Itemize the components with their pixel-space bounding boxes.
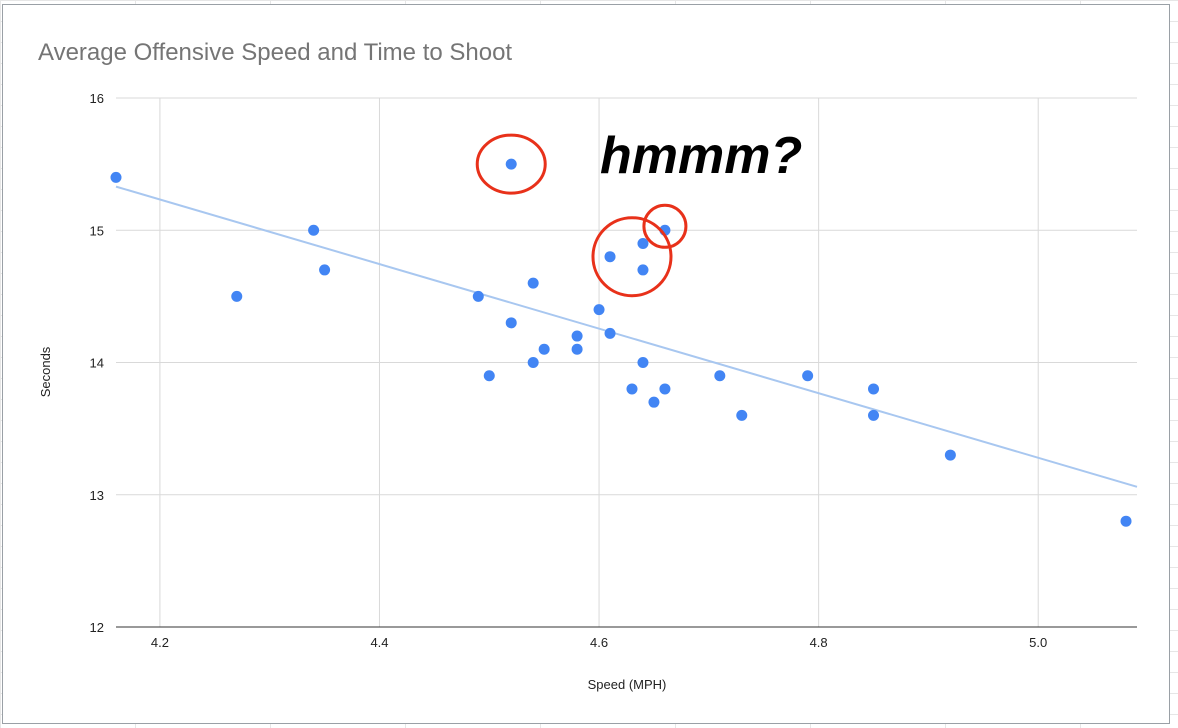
data-point	[637, 237, 649, 249]
x-tick-label: 4.8	[810, 635, 828, 650]
data-point	[944, 449, 956, 461]
data-point	[538, 343, 550, 355]
highlight-circle	[591, 216, 673, 298]
highlight-circle	[475, 133, 547, 195]
annotation-text: hmmm?	[600, 127, 802, 185]
data-point	[637, 264, 649, 276]
data-points	[110, 158, 1132, 527]
y-axis-label: Seconds	[38, 346, 53, 397]
data-point	[505, 158, 517, 170]
data-point	[571, 330, 583, 342]
chart-card[interactable]	[2, 4, 1170, 724]
data-point	[527, 357, 539, 368]
data-point	[593, 304, 605, 316]
data-point	[319, 264, 331, 276]
data-point	[736, 409, 748, 421]
highlight-circles	[475, 133, 688, 298]
data-point	[483, 370, 495, 382]
data-point	[110, 171, 122, 183]
highlight-circle	[642, 203, 688, 249]
y-tick-label: 12	[90, 620, 104, 635]
data-point	[868, 409, 880, 421]
x-tick-label: 5.0	[1029, 635, 1047, 650]
y-tick-label: 15	[90, 223, 104, 238]
tick-labels: 4.2 4.4 4.6 4.8 5.0 12 13 14 15 16	[90, 91, 1048, 650]
data-point	[308, 224, 320, 236]
grid-lines	[116, 97, 1137, 628]
data-point	[604, 251, 616, 263]
trendline	[115, 185, 1138, 488]
data-point	[527, 277, 539, 289]
x-tick-label: 4.4	[370, 635, 388, 650]
y-tick-label: 13	[90, 488, 104, 503]
data-point	[505, 317, 517, 329]
data-point	[868, 383, 880, 395]
x-tick-label: 4.2	[151, 635, 169, 650]
data-point	[604, 327, 616, 339]
data-point	[1120, 515, 1132, 527]
data-point	[472, 290, 484, 302]
data-point	[802, 370, 814, 382]
y-tick-label: 14	[90, 356, 104, 371]
trendline-layer	[115, 185, 1138, 488]
y-tick-label: 16	[90, 91, 104, 106]
chart-title: Average Offensive Speed and Time to Shoo…	[38, 39, 512, 66]
data-point	[571, 343, 583, 355]
data-point	[626, 383, 638, 395]
data-point	[231, 290, 243, 302]
data-point	[648, 396, 660, 408]
data-point	[637, 357, 649, 368]
x-axis-label: Speed (MPH)	[588, 677, 667, 692]
x-tick-label: 4.6	[590, 635, 608, 650]
data-point	[659, 383, 671, 395]
data-point	[714, 370, 726, 382]
